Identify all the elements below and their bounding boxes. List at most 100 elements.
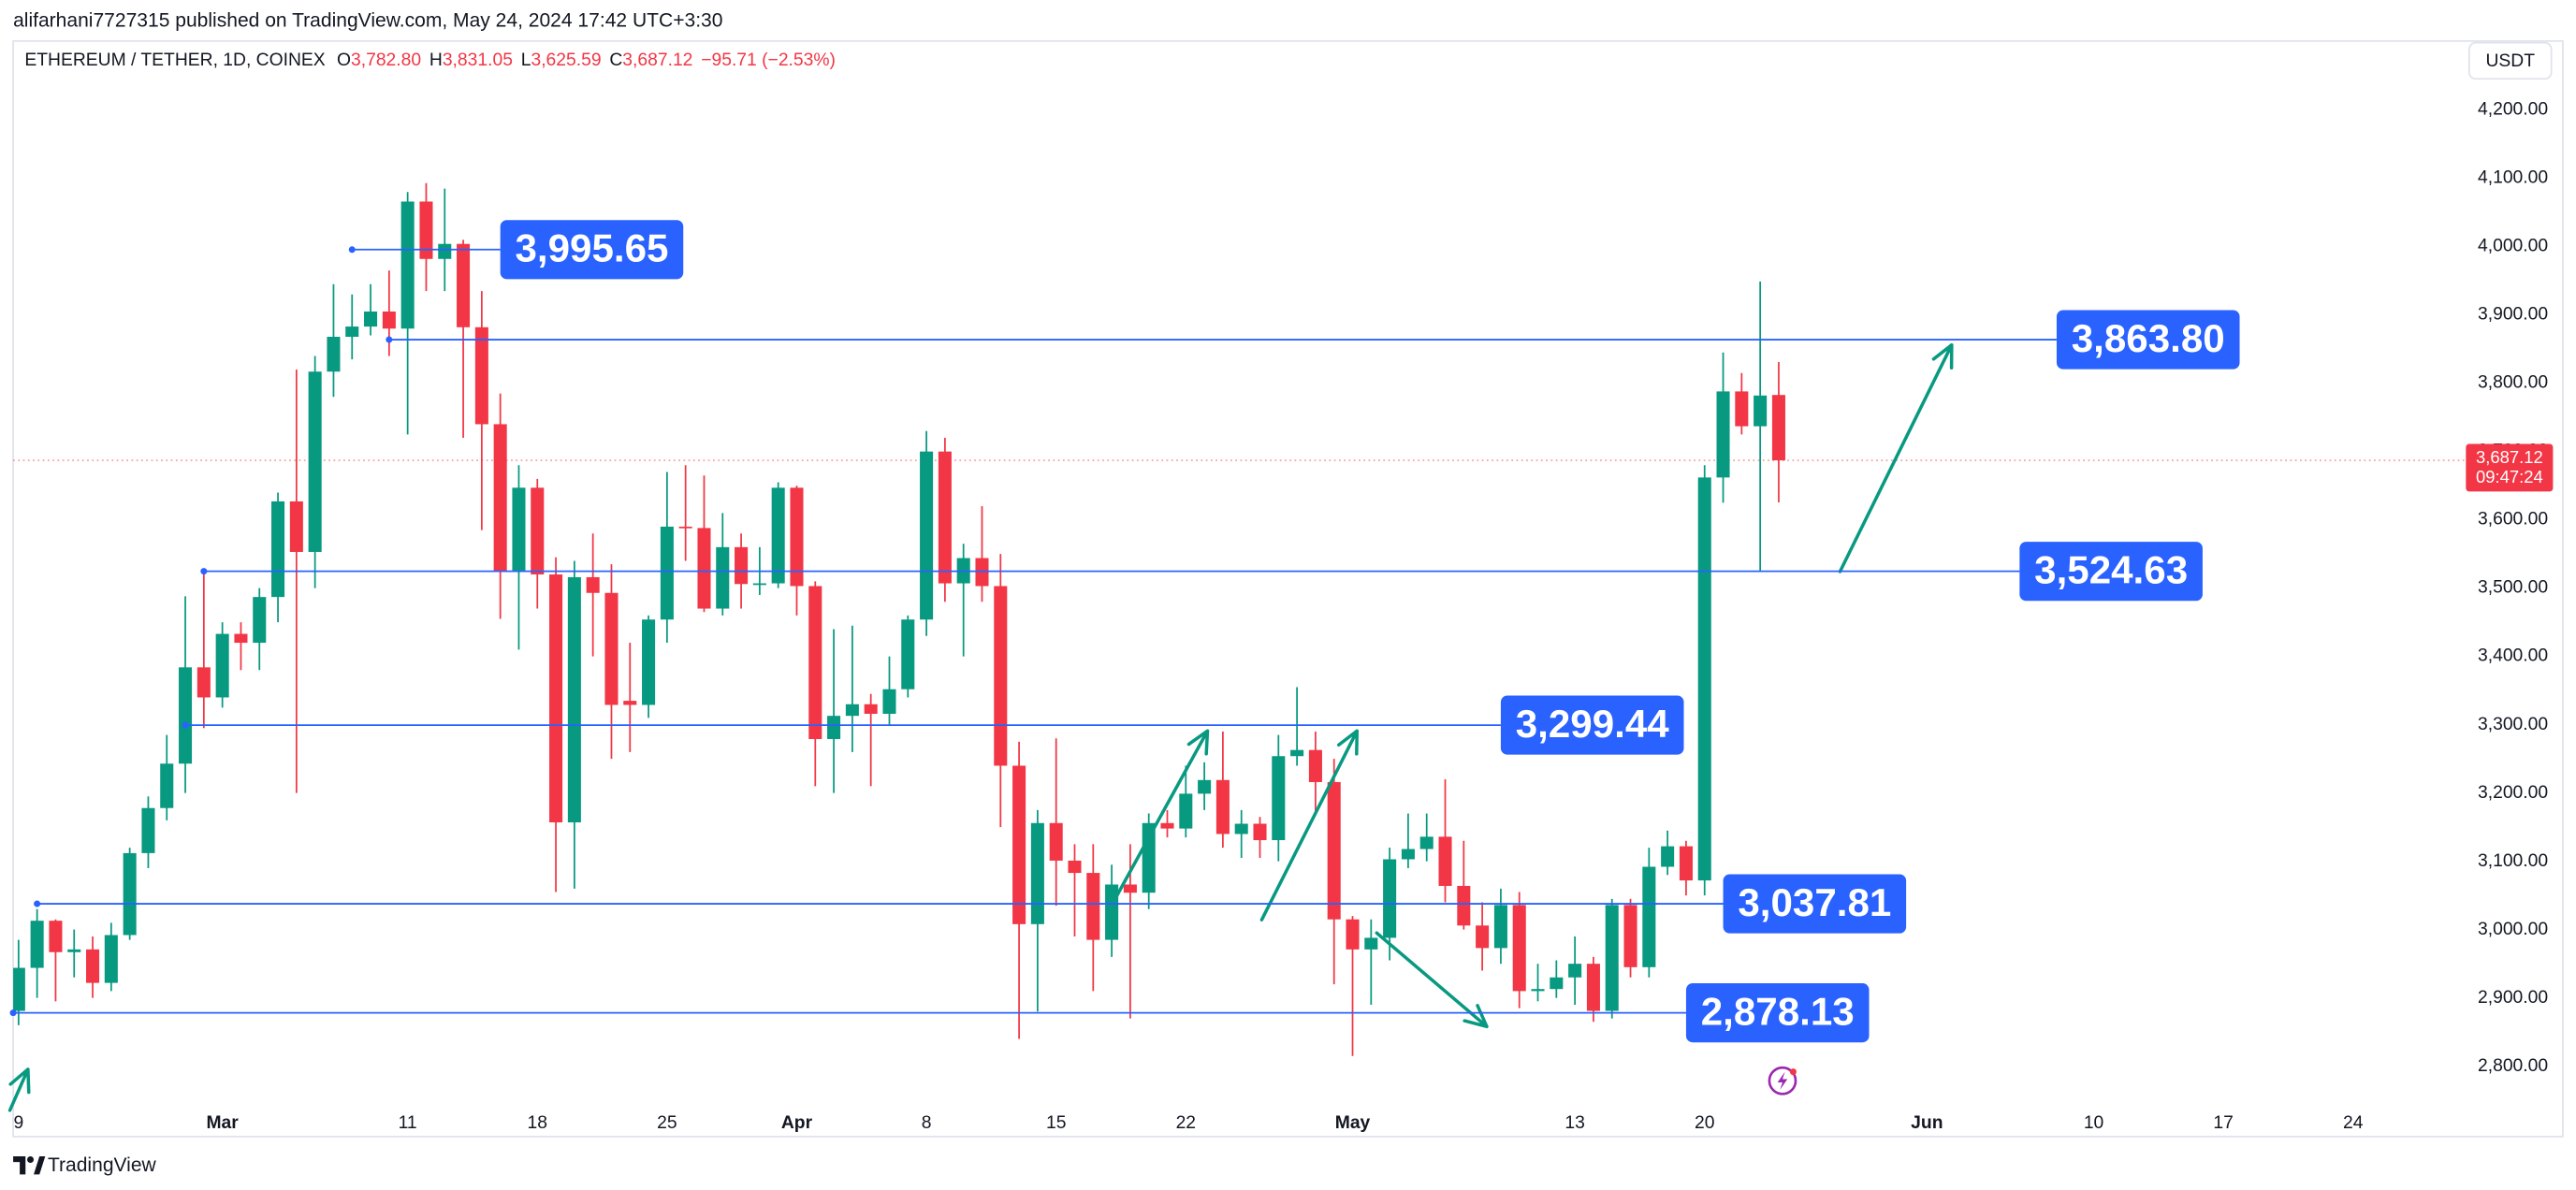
brand-logo <box>13 1156 46 1175</box>
candle-body <box>1771 395 1785 461</box>
overlay: 3,995.65 3,863.80 3,524.63 3,299.44 3,037.81… <box>9 220 2240 1043</box>
candle-body <box>1493 905 1507 949</box>
candle-body <box>1160 822 1174 829</box>
candle-body <box>438 243 452 259</box>
candle-body <box>567 576 581 823</box>
candle-body <box>234 633 248 644</box>
currency-button[interactable] <box>2467 41 2553 80</box>
candle-body <box>474 327 488 425</box>
candle-body <box>1512 905 1526 992</box>
candle-body <box>1735 391 1749 427</box>
candle-body <box>1123 884 1137 893</box>
level-anchor <box>182 721 189 729</box>
level-anchor <box>348 246 356 254</box>
y-tick-label: 3,000.00 <box>2478 920 2548 939</box>
candle-body <box>86 949 100 983</box>
ohlc-value: 3,687.12 <box>622 51 692 70</box>
candle-body <box>345 327 359 337</box>
candle-body <box>1605 905 1619 1011</box>
level-label: 3,524.63 <box>2034 548 2188 592</box>
x-tick-label: 13 <box>1565 1113 1584 1133</box>
candle-body <box>1142 822 1156 893</box>
ohlc-value: 3,782.80 <box>351 51 421 70</box>
candle-body <box>1253 823 1267 841</box>
candle-body <box>808 586 822 739</box>
candle-body <box>1215 779 1230 834</box>
level-label-box <box>2019 542 2203 602</box>
candle-body <box>660 526 674 620</box>
x-tick-label: 25 <box>657 1113 677 1133</box>
candle-body <box>771 487 785 584</box>
level-anchor <box>200 568 208 575</box>
level-label-box <box>1500 695 1684 755</box>
candle-body <box>1568 964 1582 978</box>
alert-icon[interactable] <box>1768 1066 1797 1096</box>
candle-body <box>493 424 507 573</box>
level-label-box <box>500 220 684 280</box>
candle-body <box>419 201 433 259</box>
price-tag-value: 3,687.12 <box>2476 447 2543 467</box>
price-tag-countdown: 09:47:24 <box>2476 467 2543 486</box>
y-tick-label: 2,800.00 <box>2478 1056 2548 1076</box>
candle-body <box>141 807 155 853</box>
candle-body <box>1030 822 1044 924</box>
candle-body <box>1531 989 1545 992</box>
candle-body <box>1642 866 1656 967</box>
candle-body <box>49 921 63 952</box>
candle-body <box>1550 977 1564 990</box>
ohlc-key: O <box>337 51 351 70</box>
level-anchor <box>386 336 393 343</box>
candle-body <box>1308 749 1322 782</box>
candle-body <box>1346 919 1360 950</box>
symbol: ETHEREUM / TETHER, 1D, COINEX <box>24 51 325 70</box>
x-tick-label: May <box>1335 1113 1371 1133</box>
candle-body <box>716 546 730 609</box>
candle-body <box>215 633 229 698</box>
x-tick-label: 24 <box>2343 1113 2364 1133</box>
candle-body <box>697 528 711 609</box>
candle-body <box>1068 860 1082 874</box>
x-tick-label: Apr <box>781 1113 813 1133</box>
ohlc-key: H <box>429 51 443 70</box>
symbol-legend: ETHEREUM / TETHER, 1D, COINEX O3,782.80 H3… <box>24 51 836 70</box>
candle-body <box>1697 477 1711 881</box>
level-label: 3,995.65 <box>515 226 668 270</box>
candle-body <box>160 763 174 808</box>
brand-name: TradingView <box>48 1154 157 1176</box>
x-tick-label: 15 <box>1046 1113 1066 1133</box>
x-tick-label: 20 <box>1695 1113 1714 1133</box>
candle-body <box>1419 836 1434 849</box>
candle-body <box>752 583 766 586</box>
trend-arrow <box>1115 729 1210 897</box>
ohlc-key: C <box>609 51 622 70</box>
y-tick-label: 3,500.00 <box>2478 578 2548 598</box>
x-tick-label: Jun <box>1911 1113 1943 1133</box>
candle-body <box>1179 793 1193 829</box>
candle-body <box>1586 964 1600 1011</box>
x-tick-label: Mar <box>206 1113 239 1133</box>
candle-body <box>1661 846 1675 867</box>
x-tick-label: 11 <box>399 1113 417 1133</box>
candle-body <box>364 311 378 327</box>
candle-body <box>1234 823 1248 834</box>
candle-body <box>308 371 322 552</box>
candle-body <box>1457 885 1471 926</box>
candle-body <box>1438 836 1452 886</box>
candle-body <box>920 451 934 620</box>
candle-body <box>1364 937 1378 950</box>
y-tick-label: 4,200.00 <box>2478 100 2548 120</box>
y-tick-label: 3,900.00 <box>2478 305 2548 325</box>
ohlc-value: 3,831.05 <box>443 51 513 70</box>
candle-body <box>1383 859 1397 938</box>
y-tick-label: 3,400.00 <box>2478 646 2548 666</box>
candle-body <box>1012 765 1026 924</box>
currency-label[interactable]: USDT <box>2485 51 2535 71</box>
candle-body <box>938 451 952 584</box>
candle-body <box>1716 391 1730 478</box>
candle-body <box>196 667 211 698</box>
x-tick-label: 22 <box>1176 1113 1196 1133</box>
candle-body <box>512 487 526 573</box>
candle-body <box>382 311 396 329</box>
candle-body <box>1476 925 1490 949</box>
